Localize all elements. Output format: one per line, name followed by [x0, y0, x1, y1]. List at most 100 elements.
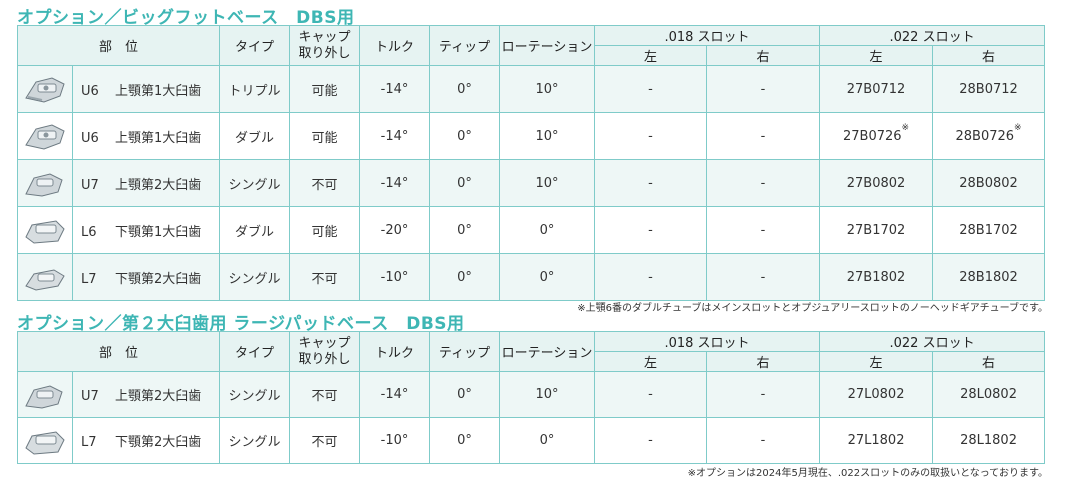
header-022-left: 左 [819, 351, 934, 372]
header-022-left: 左 [819, 45, 934, 66]
slot022-right-cell: 28B1702 [932, 206, 1046, 254]
header-type: タイプ [219, 25, 291, 66]
slot022-right-cell: 28B0802 [932, 159, 1046, 207]
molar-tube-bracket-image [17, 253, 73, 301]
rotation-cell: 0° [499, 206, 596, 254]
header-018-left: 左 [594, 351, 708, 372]
rotation-cell: 10° [499, 371, 596, 418]
cap-cell: 不可 [289, 417, 361, 464]
note-mark: ※ [1014, 122, 1022, 133]
molar-tube-bracket-image [17, 159, 73, 207]
part-cell: L6 下顎第1大臼歯 [71, 206, 221, 254]
header-row: 部 位 タイプ キャップ 取り外し トルク ティップ ローテーション .018 ス… [16, 25, 1046, 66]
part-cell: U7 上顎第2大臼歯 [71, 159, 221, 207]
molar-tube-bracket-image [17, 112, 73, 160]
torque-cell: -10° [359, 417, 431, 464]
rotation-cell: 10° [499, 159, 596, 207]
slot022-left-cell: 27B1802 [819, 253, 934, 301]
subheader-row: 左 右 左 右 [18, 351, 1046, 372]
slot022-right-cell: 28B0712 [932, 65, 1046, 113]
section1-heading: オプション／ビッグフットベース DBS用 [17, 8, 355, 28]
slot018-right-cell: - [706, 206, 821, 254]
tip-cell: 0° [429, 159, 501, 207]
slot022-left-cell: 27L1802 [819, 417, 934, 464]
torque-cell: -14° [359, 112, 431, 160]
table-row: U7 上顎第2大臼歯 シングル 不可 -14° 0° 10° - - 27L080… [17, 371, 1046, 418]
footnote-availability: ※オプションは2024年5月現在、.022スロットのみの取扱いとなっております。 [687, 468, 1048, 479]
header-022-right: 右 [932, 351, 1046, 372]
table-row: L7 下顎第2大臼歯 シングル 不可 -10° 0° 0° - - 27B1802… [17, 253, 1046, 301]
slot018-left-cell: - [594, 253, 708, 301]
large-pad-spec-table: 部 位 タイプ キャップ 取り外し トルク ティップ ローテーション .018 ス… [16, 331, 1046, 464]
header-cap: キャップ 取り外し [289, 331, 361, 372]
part-cell: L7 下顎第2大臼歯 [71, 253, 221, 301]
header-tip: ティップ [429, 331, 501, 372]
torque-cell: -10° [359, 253, 431, 301]
table-row: U6 上顎第1大臼歯 トリプル 可能 -14° 0° 10° - - 27B071… [17, 65, 1046, 113]
header-type: タイプ [219, 331, 291, 372]
torque-cell: -14° [359, 371, 431, 418]
slot018-left-cell: - [594, 159, 708, 207]
part-cell: U7 上顎第2大臼歯 [71, 371, 221, 418]
slot018-right-cell: - [706, 112, 821, 160]
slot018-right-cell: - [706, 253, 821, 301]
section2-heading: オプション／第２大臼歯用 ラージパッドベース DBS用 [17, 314, 465, 334]
slot018-right-cell: - [706, 159, 821, 207]
cap-cell: 不可 [289, 159, 361, 207]
slot022-right-cell: 28B1802 [932, 253, 1046, 301]
type-cell: シングル [219, 371, 291, 418]
header-022-right: 右 [932, 45, 1046, 66]
header-tip: ティップ [429, 25, 501, 66]
type-cell: シングル [219, 253, 291, 301]
cap-cell: 可能 [289, 206, 361, 254]
slot022-right-cell: 28B0726※ [932, 112, 1046, 160]
rotation-cell: 10° [499, 112, 596, 160]
footnote-double-tube: ※上顎6番のダブルチューブはメインスロットとオプジュアリースロットのノーヘッドギ… [577, 303, 1048, 314]
torque-cell: -20° [359, 206, 431, 254]
slot018-left-cell: - [594, 112, 708, 160]
header-018-right: 右 [706, 45, 821, 66]
header-torque: トルク [359, 331, 431, 372]
type-cell: シングル [219, 159, 291, 207]
header-018-right: 右 [706, 351, 821, 372]
slot022-left-cell: 27B0802 [819, 159, 934, 207]
slot022-left-cell: 27L0802 [819, 371, 934, 418]
header-slot018: .018 スロット [594, 331, 821, 352]
slot018-left-cell: - [594, 206, 708, 254]
tip-cell: 0° [429, 206, 501, 254]
cap-cell: 可能 [289, 65, 361, 113]
molar-tube-bracket-image [17, 417, 73, 464]
tip-cell: 0° [429, 112, 501, 160]
cap-cell: 可能 [289, 112, 361, 160]
slot018-left-cell: - [594, 417, 708, 464]
rotation-cell: 0° [499, 253, 596, 301]
torque-cell: -14° [359, 65, 431, 113]
tip-cell: 0° [429, 417, 501, 464]
slot022-right-cell: 28L1802 [932, 417, 1046, 464]
header-cap: キャップ 取り外し [289, 25, 361, 66]
header-rotation: ローテーション [499, 25, 596, 66]
note-mark: ※ [901, 122, 910, 133]
table-row: U7 上顎第2大臼歯 シングル 不可 -14° 0° 10° - - 27B080… [17, 159, 1046, 207]
molar-tube-bracket-image [17, 206, 73, 254]
bigfoot-spec-table: 部 位 タイプ キャップ 取り外し トルク ティップ ローテーション .018 ス… [16, 25, 1046, 301]
header-slot018: .018 スロット [594, 25, 821, 46]
subheader-row: 左 右 左 右 [18, 45, 1046, 66]
table-row: U6 上顎第1大臼歯 ダブル 可能 -14° 0° 10° - - 27B0726… [17, 112, 1046, 160]
slot018-left-cell: - [594, 371, 708, 418]
rotation-cell: 0° [499, 417, 596, 464]
header-row: 部 位 タイプ キャップ 取り外し トルク ティップ ローテーション .018 ス… [16, 331, 1046, 372]
part-cell: U6 上顎第1大臼歯 [71, 112, 221, 160]
rotation-cell: 10° [499, 65, 596, 113]
slot018-right-cell: - [706, 65, 821, 113]
slot022-left-cell: 27B1702 [819, 206, 934, 254]
header-part: 部 位 [16, 25, 221, 66]
slot022-left-cell: 27B0712 [819, 65, 934, 113]
type-cell: ダブル [219, 112, 291, 160]
type-cell: トリプル [219, 65, 291, 113]
table-row: L6 下顎第1大臼歯 ダブル 可能 -20° 0° 0° - - 27B1702 … [17, 206, 1046, 254]
part-cell: L7 下顎第2大臼歯 [71, 417, 221, 464]
header-torque: トルク [359, 25, 431, 66]
header-018-left: 左 [594, 45, 708, 66]
header-rotation: ローテーション [499, 331, 596, 372]
